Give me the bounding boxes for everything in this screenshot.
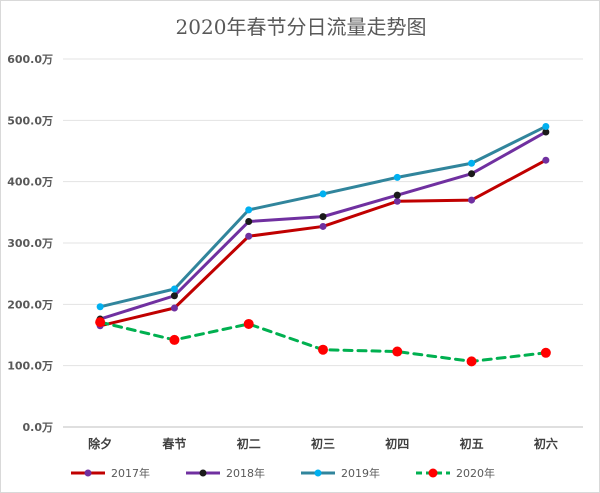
x-tick-label: 除夕 — [88, 436, 112, 451]
data-point — [169, 334, 180, 345]
data-point — [245, 206, 253, 214]
data-point — [542, 128, 550, 136]
series-line — [98, 320, 548, 363]
gridlines — [63, 58, 583, 428]
data-point — [468, 159, 476, 167]
data-point — [393, 197, 401, 205]
y-axis-ticks: 0.0万 100.0万 200.0万 300.0万 400.0万 500.0万 600.0万 — [7, 53, 53, 434]
x-tick-label: 初四 — [385, 436, 409, 451]
data-point — [170, 292, 178, 300]
legend-item: 2018年 — [186, 466, 265, 480]
y-tick-label: 100.0万 — [7, 360, 53, 373]
data-point — [243, 318, 254, 329]
data-point — [318, 344, 328, 355]
series-2020年 — [95, 317, 551, 367]
y-tick-label: 300.0万 — [7, 237, 53, 250]
data-point — [540, 347, 551, 358]
x-tick-label: 初二 — [237, 436, 261, 451]
legend-item: 2017年 — [71, 466, 150, 480]
data-point — [393, 173, 401, 181]
data-point — [392, 346, 403, 357]
legend-item: 2019年 — [301, 466, 380, 480]
data-point — [319, 222, 327, 230]
data-point — [170, 285, 178, 293]
y-tick-label: 400.0万 — [7, 176, 53, 189]
data-point — [319, 213, 327, 221]
chart-title: 2020年春节分日流量走势图 — [176, 15, 427, 39]
data-point — [542, 122, 550, 130]
data-point — [542, 156, 550, 164]
data-point — [170, 304, 178, 312]
series-lines — [95, 122, 551, 367]
y-tick-label: 600.0万 — [7, 53, 53, 66]
data-point — [468, 196, 476, 204]
legend-marker — [314, 469, 322, 477]
data-point — [245, 232, 253, 240]
data-point — [319, 190, 327, 198]
legend-label: 2019年 — [341, 466, 380, 480]
x-tick-label: 初五 — [460, 436, 484, 451]
legend-label: 2020年 — [456, 466, 495, 480]
x-tick-label: 春节 — [161, 436, 186, 451]
data-point — [393, 191, 401, 199]
legend-item: 2020年 — [416, 466, 495, 480]
series-2019年 — [96, 122, 550, 311]
legend-marker — [199, 469, 207, 477]
data-point — [466, 356, 477, 367]
data-point — [245, 218, 253, 226]
data-point — [468, 170, 476, 178]
legend-label: 2018年 — [226, 466, 265, 480]
x-tick-label: 初六 — [534, 436, 558, 451]
data-point — [95, 317, 106, 328]
data-point — [96, 303, 104, 311]
y-tick-label: 200.0万 — [7, 298, 53, 311]
y-tick-label: 0.0万 — [23, 421, 54, 434]
series-2017年 — [96, 156, 550, 330]
x-tick-label: 初三 — [311, 436, 335, 451]
y-tick-label: 500.0万 — [7, 114, 53, 127]
legend: 2017年 2018年 2019年 2020年 — [71, 466, 495, 480]
legend-label: 2017年 — [111, 466, 150, 480]
legend-marker — [84, 469, 92, 477]
legend-marker — [428, 468, 438, 478]
x-axis-ticks: 除夕 春节 初二 初三 初四 初五 初六 — [88, 436, 558, 451]
